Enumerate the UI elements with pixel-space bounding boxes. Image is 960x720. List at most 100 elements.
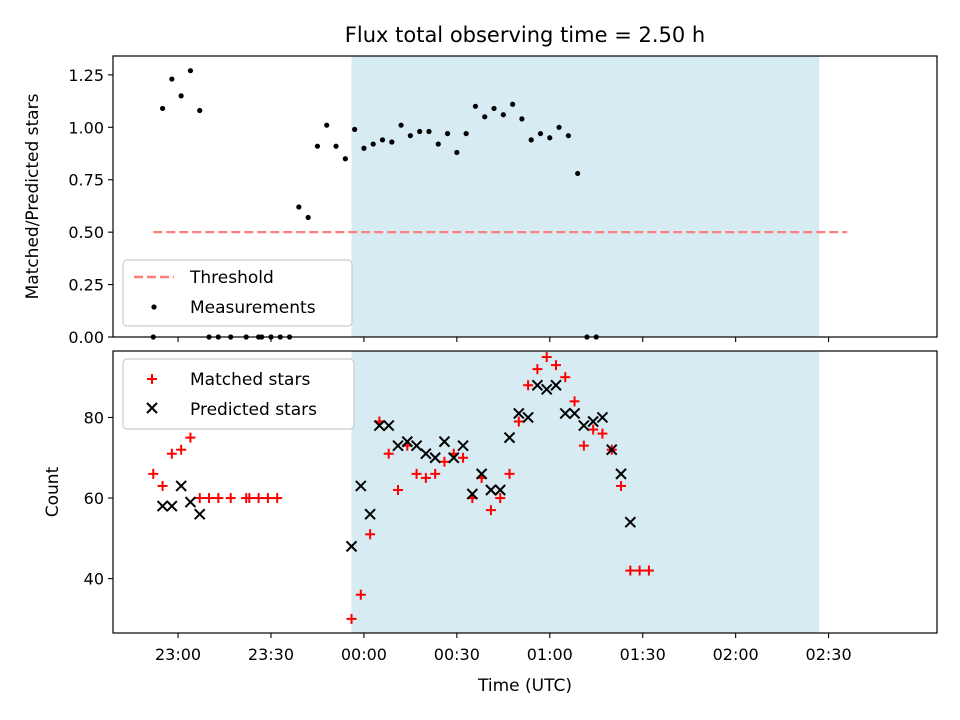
- predicted-star-marker: [559, 407, 571, 420]
- predicted-star-marker: [531, 379, 544, 391]
- matched-star-marker: [634, 565, 645, 576]
- matched-star-marker: [355, 589, 366, 600]
- predicted-star-marker: [466, 488, 479, 500]
- observing-window-shade: [351, 56, 820, 337]
- predicted-star-marker: [156, 500, 169, 512]
- predicted-star-marker: [382, 419, 395, 432]
- matched-star-marker: [244, 493, 255, 504]
- x-tick-label: 01:00: [527, 645, 573, 664]
- matched-star-marker: [253, 493, 264, 504]
- predicted-star-marker: [522, 411, 534, 424]
- predicted-star-marker: [392, 439, 404, 452]
- x-tick-label: 23:00: [155, 645, 201, 664]
- matched-star-marker: [578, 440, 589, 451]
- y-tick-label: 80: [84, 408, 104, 427]
- predicted-star-marker: [373, 419, 386, 432]
- measurement-point: [444, 130, 451, 137]
- measurement-point: [398, 122, 404, 128]
- predicted-star-marker: [355, 480, 367, 492]
- measurement-point: [463, 130, 469, 137]
- legend-predicted-swatch: [146, 402, 158, 414]
- matched-star-marker: [504, 468, 515, 479]
- matched-star-marker: [485, 505, 496, 516]
- count-panel: 40 60 80 23:00 23:30 00:00 00:30 01:00 01:30 02:…: [43, 350, 938, 696]
- predicted-star-marker: [194, 508, 206, 520]
- matched-star-marker: [439, 456, 450, 467]
- bottom-axes-frame: [112, 350, 938, 634]
- top-legend: Threshold Measurements: [122, 259, 353, 327]
- measurement-point: [482, 114, 488, 120]
- measurement-point: [417, 128, 423, 135]
- predicted-star-marker: [587, 415, 599, 428]
- matched-star-marker: [523, 380, 534, 391]
- matched-star-marker: [185, 432, 196, 443]
- bottom-y-axis-ticks: 40 60 80: [84, 408, 113, 589]
- predicted-star-marker: [475, 468, 488, 480]
- matched-star-marker: [157, 480, 168, 491]
- predicted-star-marker: [175, 480, 187, 492]
- measurement-point: [361, 145, 367, 151]
- y-tick-label: 40: [84, 570, 104, 589]
- predicted-star-marker: [184, 496, 197, 508]
- predicted-star-marker: [166, 500, 178, 512]
- x-axis-label: Time (UTC): [477, 676, 572, 696]
- x-tick-label: 02:00: [713, 645, 759, 664]
- measurement-point: [342, 156, 348, 162]
- y-tick-label: 1.00: [68, 118, 104, 137]
- measurement-point: [426, 128, 432, 135]
- legend-matched-swatch: [147, 374, 157, 384]
- predicted-star-marker: [410, 439, 423, 452]
- ratio-panel: 0.00 0.25 0.50 0.75 1.00 1.25 Matched/Predict…: [23, 55, 938, 347]
- observing-window-band: [351, 351, 820, 633]
- matched-star-marker: [148, 468, 159, 479]
- matched-star-marker: [616, 480, 627, 491]
- predicted-star-marker: [596, 411, 609, 424]
- x-tick-label: 02:30: [806, 645, 852, 664]
- predicted-star-marker: [448, 452, 460, 464]
- predicted-star-marker: [578, 419, 590, 432]
- y-tick-label: 60: [84, 489, 104, 508]
- bottom-y-axis-label: Count: [43, 466, 63, 517]
- predicted-star-marker: [401, 435, 413, 448]
- predicted-star-marker: [494, 484, 506, 496]
- measurement-point: [178, 93, 184, 99]
- legend-measurements-swatch: [151, 304, 157, 310]
- matched-star-marker: [346, 613, 357, 624]
- matched-star-marker: [541, 352, 552, 363]
- matched-star-marker: [383, 448, 394, 459]
- measurement-point: [519, 116, 525, 122]
- top-y-axis-label: Matched/Predicted stars: [23, 93, 43, 299]
- matched-star-marker: [392, 484, 403, 495]
- matched-star-marker: [411, 468, 422, 479]
- measurement-point: [333, 143, 339, 149]
- measurement-point: [537, 130, 544, 137]
- matched-star-marker: [194, 493, 205, 504]
- predicted-star-marker: [429, 452, 441, 464]
- x-tick-label: 00:00: [341, 645, 387, 664]
- matched-star-marker: [550, 360, 561, 371]
- measurement-point: [187, 68, 194, 74]
- y-tick-label: 0.50: [68, 223, 104, 242]
- top-y-axis-ticks: 0.00 0.25 0.50 0.75 1.00 1.25: [68, 66, 113, 347]
- measurement-point: [472, 103, 479, 109]
- measurement-point: [159, 105, 166, 112]
- matched-star-marker: [643, 565, 654, 576]
- y-tick-label: 0.75: [68, 171, 104, 190]
- matched-star-marker: [430, 468, 441, 479]
- matched-star-marker: [272, 493, 283, 504]
- observing-window-band: [351, 56, 820, 337]
- matched-star-marker: [458, 452, 469, 463]
- matched-star-marker: [569, 396, 580, 407]
- predicted-star-marker: [606, 443, 618, 456]
- measurement-point: [379, 137, 386, 143]
- measurement-point: [169, 76, 175, 82]
- matched-star-marker: [597, 428, 608, 439]
- measurement-point: [556, 124, 562, 130]
- predicted-star-markers: [156, 379, 637, 553]
- measurement-point: [314, 143, 321, 149]
- predicted-star-marker: [540, 383, 553, 395]
- predicted-star-marker: [485, 484, 497, 496]
- measurement-point: [389, 139, 395, 145]
- predicted-star-marker: [438, 435, 451, 448]
